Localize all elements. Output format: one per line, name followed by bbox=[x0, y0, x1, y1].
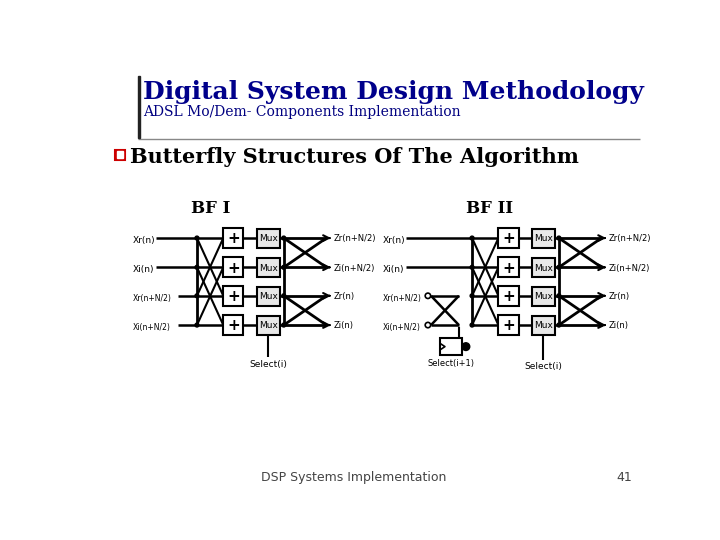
Text: Mux: Mux bbox=[534, 292, 553, 301]
Text: Zr(n): Zr(n) bbox=[608, 292, 629, 301]
Bar bbox=[114, 150, 125, 159]
Text: Xr(n+N/2): Xr(n+N/2) bbox=[132, 294, 171, 302]
Bar bbox=[138, 76, 140, 138]
Circle shape bbox=[470, 323, 474, 327]
Circle shape bbox=[557, 323, 561, 327]
Text: Mux: Mux bbox=[258, 292, 278, 301]
Text: +: + bbox=[227, 318, 240, 333]
Text: +: + bbox=[502, 289, 515, 304]
Circle shape bbox=[557, 236, 561, 240]
Circle shape bbox=[557, 294, 561, 298]
Bar bbox=[498, 257, 518, 278]
Circle shape bbox=[462, 343, 469, 350]
Bar bbox=[498, 286, 518, 306]
Text: +: + bbox=[227, 261, 240, 275]
Text: Xi(n): Xi(n) bbox=[132, 265, 154, 274]
Text: ADSL Mo/Dem- Components Implementation: ADSL Mo/Dem- Components Implementation bbox=[143, 105, 460, 119]
Text: Select(i): Select(i) bbox=[249, 360, 287, 369]
Bar bbox=[532, 287, 555, 306]
Circle shape bbox=[195, 265, 199, 269]
Text: BF I: BF I bbox=[191, 200, 230, 217]
Text: 41: 41 bbox=[617, 471, 632, 484]
Text: +: + bbox=[227, 231, 240, 246]
Text: Xi(n+N/2): Xi(n+N/2) bbox=[383, 323, 420, 332]
Text: Zi(n): Zi(n) bbox=[608, 321, 629, 330]
Text: Butterfly Structures Of The Algorithm: Butterfly Structures Of The Algorithm bbox=[130, 147, 579, 167]
Circle shape bbox=[470, 294, 474, 298]
Circle shape bbox=[464, 345, 468, 349]
Bar bbox=[498, 315, 518, 335]
Circle shape bbox=[195, 236, 199, 240]
Bar bbox=[498, 228, 518, 248]
Bar bbox=[441, 338, 462, 355]
Bar bbox=[256, 258, 280, 278]
Text: Xr(n): Xr(n) bbox=[383, 236, 405, 245]
Text: DSP Systems Implementation: DSP Systems Implementation bbox=[261, 471, 446, 484]
Bar bbox=[256, 287, 280, 306]
Text: Zi(n+N/2): Zi(n+N/2) bbox=[608, 264, 650, 273]
Text: Xi(n): Xi(n) bbox=[383, 265, 405, 274]
Text: +: + bbox=[502, 231, 515, 246]
Text: +: + bbox=[502, 318, 515, 333]
Circle shape bbox=[426, 293, 431, 299]
Circle shape bbox=[470, 236, 474, 240]
Text: Zi(n+N/2): Zi(n+N/2) bbox=[333, 264, 374, 273]
Text: BF II: BF II bbox=[466, 200, 513, 217]
Circle shape bbox=[282, 294, 286, 298]
Bar bbox=[223, 228, 243, 248]
Circle shape bbox=[470, 265, 474, 269]
Text: Mux: Mux bbox=[258, 264, 278, 273]
Circle shape bbox=[426, 322, 431, 328]
Circle shape bbox=[282, 236, 286, 240]
Bar bbox=[532, 258, 555, 278]
Text: Select(i+1): Select(i+1) bbox=[428, 359, 474, 368]
Text: Mux: Mux bbox=[258, 321, 278, 330]
Text: Select(i): Select(i) bbox=[524, 362, 562, 371]
Bar bbox=[256, 316, 280, 335]
Bar bbox=[223, 315, 243, 335]
Text: Xr(n): Xr(n) bbox=[132, 236, 156, 245]
Text: Zi(n): Zi(n) bbox=[333, 321, 354, 330]
Bar bbox=[532, 229, 555, 248]
Text: Xi(n+N/2): Xi(n+N/2) bbox=[132, 323, 171, 332]
Text: Xr(n+N/2): Xr(n+N/2) bbox=[383, 294, 422, 302]
Text: +: + bbox=[227, 289, 240, 304]
Text: Mux: Mux bbox=[258, 234, 278, 244]
Text: Mux: Mux bbox=[534, 264, 553, 273]
Text: Mux: Mux bbox=[534, 234, 553, 244]
Bar bbox=[223, 257, 243, 278]
Circle shape bbox=[195, 323, 199, 327]
Text: +: + bbox=[502, 261, 515, 275]
Circle shape bbox=[282, 265, 286, 269]
Circle shape bbox=[282, 323, 286, 327]
Circle shape bbox=[195, 294, 199, 298]
Circle shape bbox=[557, 265, 561, 269]
Bar bbox=[117, 151, 123, 158]
Text: Zr(n+N/2): Zr(n+N/2) bbox=[608, 234, 651, 244]
Text: Mux: Mux bbox=[534, 321, 553, 330]
Bar bbox=[532, 316, 555, 335]
Bar bbox=[256, 229, 280, 248]
Text: Zr(n+N/2): Zr(n+N/2) bbox=[333, 234, 376, 244]
Bar bbox=[223, 286, 243, 306]
Text: Digital System Design Methodology: Digital System Design Methodology bbox=[143, 80, 644, 104]
Text: Zr(n): Zr(n) bbox=[333, 292, 354, 301]
